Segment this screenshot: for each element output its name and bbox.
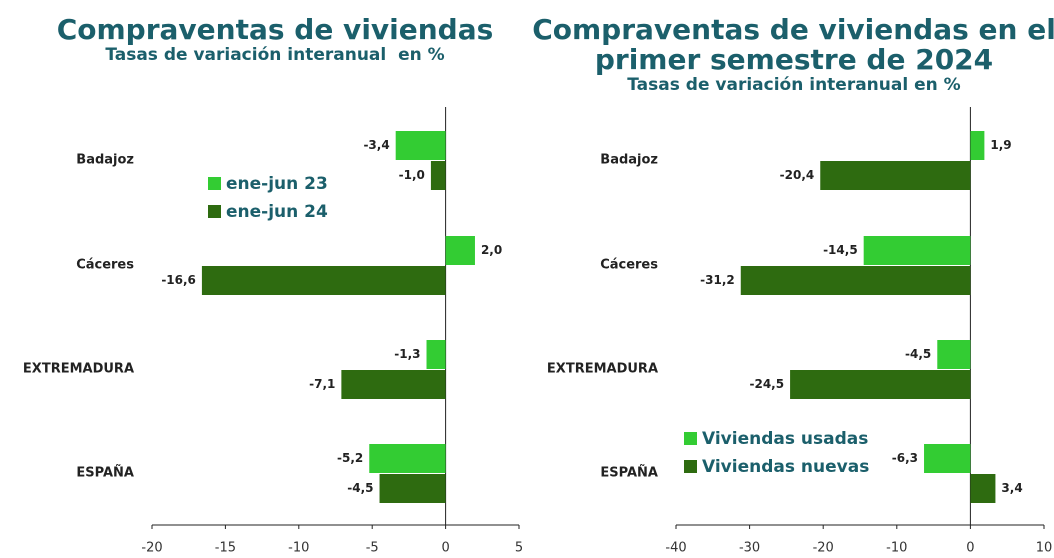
value-label: -24,5: [749, 377, 784, 391]
legend-swatch: [684, 460, 697, 473]
value-label: -1,0: [399, 168, 425, 182]
x-tick-label: -20: [813, 541, 834, 556]
legend-label: ene-jun 23: [226, 174, 328, 194]
bar: [379, 474, 446, 503]
legend-label: Viviendas nuevas: [702, 457, 869, 477]
category-label: ESPAÑA: [600, 465, 658, 481]
legend-label: ene-jun 24: [226, 202, 328, 222]
value-label: -20,4: [780, 168, 815, 182]
bar: [430, 161, 446, 190]
bar: [445, 236, 475, 265]
bar: [970, 131, 985, 160]
value-label: -4,5: [347, 481, 373, 495]
bar: [937, 340, 971, 369]
x-tick-label: -30: [739, 541, 760, 556]
x-tick-label: -40: [665, 541, 686, 556]
bar: [201, 266, 446, 295]
chart-subtitle: Tasas de variación interanual en %: [105, 45, 445, 65]
category-label: Badajoz: [76, 153, 134, 168]
legend-swatch: [208, 205, 221, 218]
x-tick-label: 0: [966, 541, 974, 556]
x-tick-label: -20: [141, 541, 162, 556]
legend-swatch: [684, 432, 697, 445]
bar: [863, 236, 971, 265]
value-label: -5,2: [337, 451, 363, 465]
x-tick-label: 0: [441, 541, 449, 556]
category-label: Cáceres: [600, 258, 658, 273]
bar: [970, 474, 996, 503]
category-label: EXTREMADURA: [547, 362, 658, 377]
bar: [341, 370, 446, 399]
bar: [426, 340, 446, 369]
chart-subtitle: Tasas de variación interanual en %: [627, 75, 961, 95]
x-tick-label: -10: [288, 541, 309, 556]
value-label: -4,5: [905, 347, 931, 361]
value-label: -3,4: [363, 138, 389, 152]
bar: [820, 161, 971, 190]
bar: [740, 266, 971, 295]
bar: [790, 370, 971, 399]
bar: [924, 444, 971, 473]
x-tick-label: 5: [515, 541, 523, 556]
value-label: -16,6: [161, 273, 196, 287]
value-label: -31,2: [700, 273, 735, 287]
value-label: -7,1: [309, 377, 335, 391]
chart-title: Compraventas de viviendas en el primer s…: [532, 13, 1054, 76]
category-label: Cáceres: [76, 258, 134, 273]
category-label: ESPAÑA: [76, 465, 134, 481]
x-tick-label: -15: [215, 541, 236, 556]
x-tick-label: -5: [366, 541, 379, 556]
value-label: -6,3: [892, 451, 918, 465]
legend-label: Viviendas usadas: [702, 429, 868, 449]
value-label: -1,3: [394, 347, 420, 361]
value-label: 1,9: [990, 138, 1011, 152]
value-label: -14,5: [823, 243, 858, 257]
value-label: 3,4: [1001, 481, 1022, 495]
title-block: Compraventas de viviendas en el primer s…: [528, 13, 1054, 96]
chart-title: Compraventas de viviendas: [56, 13, 494, 46]
x-tick-label: -10: [886, 541, 907, 556]
legend-swatch: [208, 177, 221, 190]
category-label: EXTREMADURA: [23, 362, 134, 377]
bar: [369, 444, 446, 473]
value-label: 2,0: [481, 243, 502, 257]
title-block: Compraventas de viviendas Tasas de varia…: [10, 13, 540, 66]
bar: [395, 131, 446, 160]
category-label: Badajoz: [600, 153, 658, 168]
x-tick-label: 10: [1036, 541, 1053, 556]
